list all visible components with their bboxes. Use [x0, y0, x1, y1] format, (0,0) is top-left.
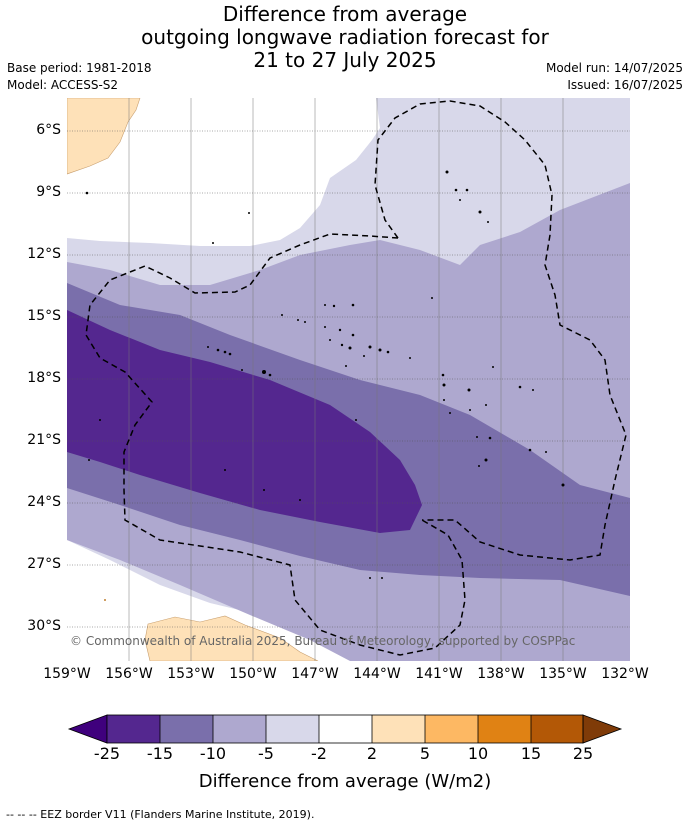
- lon-label-144w: 144°W: [353, 666, 401, 682]
- colorbar-tick: 15: [520, 744, 542, 763]
- lat-label-24s: 24°S: [27, 494, 61, 510]
- lat-label-9s: 9°S: [36, 184, 61, 200]
- colorbar-extend-high: [582, 714, 623, 744]
- lon-label-135w: 135°W: [539, 666, 587, 682]
- lon-label-138w: 138°W: [477, 666, 525, 682]
- colorbar-tick: 10: [467, 744, 489, 763]
- colorbar-extend-low: [67, 714, 108, 744]
- lon-label-150w: 150°W: [229, 666, 277, 682]
- model-run-label: Model run: 14/07/2025: [545, 61, 683, 75]
- colorbar-swatch-8: [478, 715, 531, 743]
- colorbar-outline: [106, 714, 584, 744]
- lon-label-141w: 141°W: [415, 666, 463, 682]
- copyright-notice: © Commonwealth of Australia 2025, Bureau…: [70, 634, 576, 648]
- colorbar-swatch-2: [160, 715, 213, 743]
- base-period-label: Base period: 1981-2018: [7, 61, 152, 75]
- lon-label-132w: 132°W: [601, 666, 649, 682]
- lat-label-27s: 27°S: [27, 556, 61, 572]
- colorbar-dividers: [159, 715, 532, 743]
- island-markers: [85, 170, 565, 601]
- colorbar-swatch-5: [319, 715, 372, 743]
- band-minus25-minus15: [67, 310, 422, 533]
- colorbar-tick: -2: [311, 744, 327, 763]
- colorbar-swatch-3: [213, 715, 266, 743]
- lon-label-147w: 147°W: [291, 666, 339, 682]
- issued-label: Issued: 16/07/2025: [567, 78, 683, 92]
- colorbar-tick: 5: [419, 744, 431, 763]
- eez-border-west: [85, 233, 466, 656]
- colorbar-tick: -5: [258, 744, 274, 763]
- lon-label-156w: 156°W: [105, 666, 153, 682]
- colorbar-tick: -15: [146, 744, 174, 763]
- lat-label-18s: 18°S: [27, 370, 61, 386]
- colorbar-tick: 2: [366, 744, 378, 763]
- lon-label-159w: 159°W: [43, 666, 91, 682]
- eez-footnote: -- -- -- EEZ border V11 (Flanders Marine…: [6, 808, 315, 821]
- lon-label-153w: 153°W: [167, 666, 215, 682]
- colorbar-title: Difference from average (W/m2): [198, 771, 492, 792]
- lat-label-30s: 30°S: [27, 618, 61, 634]
- chart-title-line3: 21 to 27 July 2025: [253, 48, 437, 72]
- colorbar-tick: 25: [572, 744, 594, 763]
- colorbar-swatch-4: [266, 715, 319, 743]
- lat-label-21s: 21°S: [27, 432, 61, 448]
- band-plus2-plus5-south: [144, 615, 319, 661]
- chart-title-line2: outgoing longwave radiation forecast for: [141, 25, 549, 49]
- lat-label-6s: 6°S: [36, 122, 61, 138]
- map-area: [67, 98, 630, 661]
- band-minus2-plus2-north: [67, 98, 380, 246]
- model-label: Model: ACCESS-S2: [7, 78, 119, 92]
- colorbar-swatch-9: [531, 715, 583, 743]
- colorbar-swatch-1: [107, 715, 160, 743]
- colorbar-swatch-6: [372, 715, 425, 743]
- band-plus2-plus5-north: [67, 98, 141, 175]
- lat-label-15s: 15°S: [27, 308, 61, 324]
- colorbar-swatch-7: [425, 715, 478, 743]
- colorbar: [67, 714, 623, 744]
- lat-label-12s: 12°S: [27, 246, 61, 262]
- colorbar-tick: -25: [93, 744, 121, 763]
- chart-title-line1: Difference from average: [222, 2, 468, 26]
- colorbar-tick: -10: [199, 744, 227, 763]
- eez-border-east: [374, 100, 627, 561]
